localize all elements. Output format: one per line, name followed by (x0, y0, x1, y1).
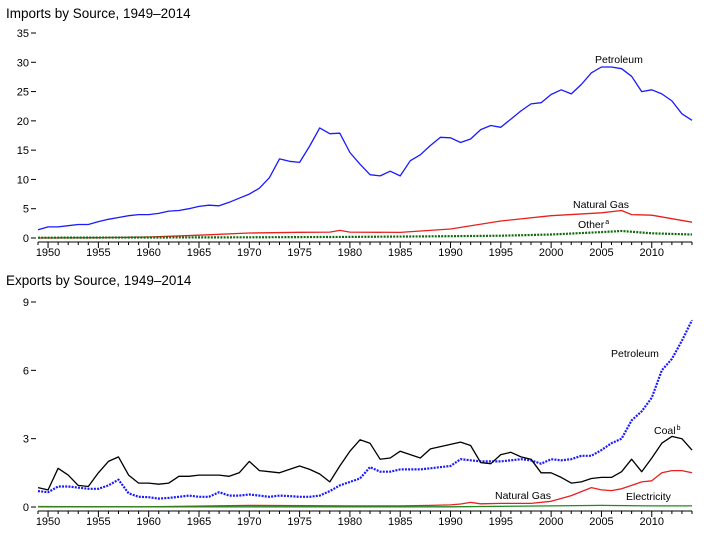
series-label-electricity: Electricity (626, 491, 672, 503)
series-label-footnote: a (605, 219, 609, 226)
series-line-natural-gas (37, 209, 693, 239)
x-tick-label: 1975 (287, 247, 311, 259)
x-tick-label: 2010 (640, 516, 664, 528)
y-tick-label: 0 (23, 233, 29, 245)
x-tick-label: 1950 (36, 247, 60, 259)
y-tick-label: 9 (23, 297, 29, 309)
y-tick-label: 35 (17, 28, 29, 40)
y-tick-label: 10 (17, 174, 29, 186)
series-label-natural-gas: Natural Gas (495, 490, 551, 502)
series-label-footnote: b (677, 425, 681, 432)
x-tick-label: 1975 (287, 516, 311, 528)
y-tick-label: 15 (17, 145, 29, 157)
series-line-natural-gas (37, 469, 693, 508)
x-tick-label: 1995 (489, 247, 513, 259)
x-tick-label: 2000 (539, 516, 563, 528)
x-tick-label: 1995 (489, 516, 513, 528)
y-tick-label: 5 (23, 204, 29, 216)
x-tick-label: 1950 (36, 516, 60, 528)
series-line-other (37, 229, 693, 239)
y-tick-label: 30 (17, 57, 29, 69)
x-tick-label: 2005 (589, 516, 613, 528)
y-tick-label: 6 (23, 365, 29, 377)
x-tick-label: 1980 (338, 516, 362, 528)
x-tick-label: 1980 (338, 247, 362, 259)
y-tick-label: 25 (17, 87, 29, 99)
chart-title: Exports by Source, 1949–2014 (6, 273, 192, 288)
series-label-other: Other (578, 219, 605, 231)
x-tick-label: 1960 (136, 247, 160, 259)
y-tick-label: 0 (23, 502, 29, 514)
x-tick-label: 1965 (187, 247, 211, 259)
series-line-petroleum (37, 66, 693, 231)
chart-panel-imports: Imports by Source, 1949–2014 0 5 10 15 20 25 30… (6, 6, 693, 259)
series-label-petroleum: Petroleum (611, 348, 659, 360)
series-line-petroleum (37, 319, 693, 500)
x-tick-label: 1985 (388, 516, 412, 528)
x-tick-label: 1955 (86, 516, 110, 528)
x-tick-label: 2000 (539, 247, 563, 259)
x-tick-label: 1955 (86, 247, 110, 259)
x-tick-label: 1970 (237, 516, 261, 528)
x-tick-label: 2010 (640, 247, 664, 259)
series-line-electricity (38, 504, 692, 508)
series-label-natural-gas: Natural Gas (573, 199, 629, 211)
x-tick-label: 2005 (589, 247, 613, 259)
chart-title: Imports by Source, 1949–2014 (6, 6, 191, 21)
x-tick-label: 1985 (388, 247, 412, 259)
x-tick-label: 1970 (237, 247, 261, 259)
x-tick-label: 1990 (438, 516, 462, 528)
x-tick-label: 1960 (136, 516, 160, 528)
series-line-coal (37, 435, 693, 491)
y-tick-label: 3 (23, 434, 29, 446)
y-tick-label: 20 (17, 116, 29, 128)
series-label-petroleum: Petroleum (595, 54, 643, 66)
x-tick-label: 1965 (187, 516, 211, 528)
chart-panel-exports: Exports by Source, 1949–2014 0 3 6 9 1950 1955… (6, 273, 693, 528)
series-label-coal: Coal (654, 425, 676, 437)
x-tick-label: 1990 (438, 247, 462, 259)
